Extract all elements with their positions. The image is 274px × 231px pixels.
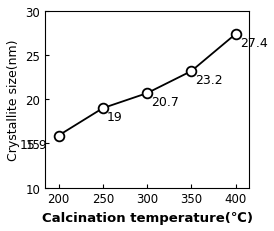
Text: 15.9: 15.9: [20, 138, 47, 151]
Text: 19: 19: [107, 111, 123, 124]
Text: 23.2: 23.2: [196, 74, 223, 87]
Y-axis label: Crystallite size(nm): Crystallite size(nm): [7, 39, 20, 160]
Text: 20.7: 20.7: [151, 96, 179, 109]
X-axis label: Calcination temperature(℃): Calcination temperature(℃): [42, 211, 253, 224]
Text: 27.4: 27.4: [240, 37, 268, 50]
